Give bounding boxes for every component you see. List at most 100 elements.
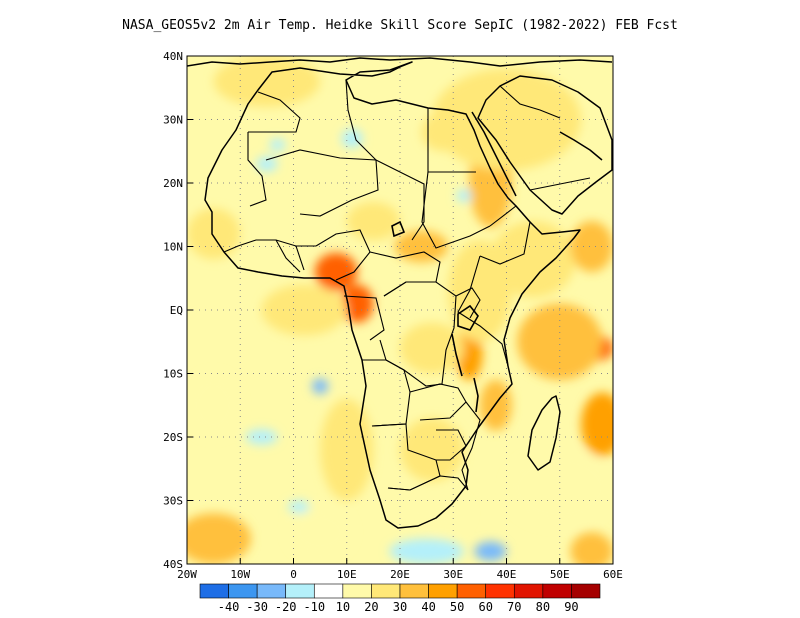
- lon-tick-label: 0: [290, 568, 297, 581]
- lon-tick-label: 20E: [390, 568, 410, 581]
- skill-patch-12: [187, 208, 241, 260]
- skill-patch-29: [312, 378, 329, 394]
- lon-tick-label: 40E: [497, 568, 517, 581]
- border-middle-east: [499, 85, 561, 119]
- colorbar-label: 10: [336, 600, 350, 614]
- border-congo: [343, 295, 385, 341]
- border-morocco-algeria: [248, 91, 301, 133]
- colorbar-swatch-10: [485, 583, 515, 599]
- colorbar-label: 20: [364, 600, 378, 614]
- lat-tick-label: 30N: [163, 114, 183, 127]
- map-title: NASA_GEOS5v2 2m Air Temp. Heidke Skill S…: [122, 18, 678, 33]
- border-mozambique: [461, 401, 481, 491]
- colorbar-swatch-3: [285, 583, 315, 599]
- colorbar-label: -30: [246, 600, 268, 614]
- skill-patch-23: [506, 449, 613, 526]
- lon-tick-label: 30E: [443, 568, 463, 581]
- colorbar-swatch-2: [256, 583, 287, 599]
- border-burkina-ghana: [275, 239, 305, 273]
- colorbar-label: -10: [303, 600, 325, 614]
- skill-patch-1: [341, 284, 374, 323]
- border-niger-chad: [375, 159, 425, 241]
- skill-patch-4: [517, 303, 603, 380]
- lake-chad: [391, 220, 406, 238]
- country-borders: [223, 79, 591, 491]
- lat-tick-label: 10S: [163, 368, 183, 381]
- coastlines: [187, 57, 613, 529]
- lakes: [391, 220, 479, 413]
- skill-patch-15: [400, 322, 464, 374]
- lat-lon-grid: [187, 56, 613, 564]
- border-kenya-tanzania: [457, 255, 509, 367]
- skill-patch-31: [288, 500, 310, 514]
- skill-patch-14: [400, 417, 464, 482]
- colorbar-swatch-13: [571, 583, 601, 599]
- border-zambia: [409, 383, 467, 421]
- red-sea: [471, 111, 517, 197]
- lon-tick-label: 50E: [550, 568, 570, 581]
- skill-patch-5: [581, 392, 613, 457]
- lat-tick-label: 40S: [163, 558, 183, 571]
- lake-victoria: [457, 304, 479, 331]
- border-ethiopia: [479, 205, 531, 265]
- skill-patch-22: [346, 202, 400, 241]
- skill-patch-24: [187, 373, 241, 437]
- lat-tick-label: 20N: [163, 177, 183, 190]
- lon-tick-label: 10W: [230, 568, 250, 581]
- skill-patch-16: [479, 379, 512, 431]
- colorbar-swatch-4: [313, 583, 344, 599]
- arabia-coastline: [477, 75, 613, 215]
- persian-gulf: [559, 131, 603, 161]
- border-west-africa: [223, 239, 316, 253]
- skill-patch-34: [269, 138, 286, 152]
- skill-patch-11: [261, 284, 347, 336]
- lat-tick-label: 10N: [163, 241, 183, 254]
- madagascar-coastline: [527, 395, 561, 471]
- border-algeria-libya: [345, 79, 377, 161]
- colorbar: -40 -30 -20 -10 10 20 30 40 50 60 70 80 90: [199, 583, 601, 614]
- mediterranean-north-coast: [187, 57, 613, 67]
- border-south-africa: [387, 475, 469, 491]
- skill-patch-8: [490, 221, 576, 298]
- skill-patch-25: [288, 506, 353, 558]
- africa-coastline: [204, 61, 581, 529]
- border-uganda: [455, 287, 481, 319]
- colorbar-swatch-8: [428, 583, 458, 599]
- colorbar-swatch-9: [456, 583, 487, 599]
- skill-patch-18: [187, 513, 251, 564]
- colorbar-swatch-11: [513, 583, 544, 599]
- lat-tick-label: 30S: [163, 495, 183, 508]
- colorbar-label: 50: [450, 600, 464, 614]
- skill-patch-0: [314, 252, 358, 291]
- lon-tick-label: 20W: [177, 568, 197, 581]
- lake-malawi: [473, 377, 479, 413]
- lat-tick-label: 40N: [163, 50, 183, 63]
- colorbar-swatch-6: [371, 583, 401, 599]
- colorbar-swatch-5: [342, 583, 372, 599]
- colorbar-label: 70: [507, 600, 521, 614]
- border-mali: [265, 149, 379, 217]
- colorbar-label: -40: [218, 600, 240, 614]
- colorbar-swatch-7: [399, 583, 429, 599]
- colorbar-label: 80: [536, 600, 550, 614]
- skill-patch-9: [570, 221, 613, 272]
- colorbar-swatch-0: [199, 583, 229, 599]
- colorbar-label: 40: [421, 600, 435, 614]
- axis-ticks: 20W 10W 0 10E 20E 30E 40E 50E 60E 40N 30N 20N 10N EQ 1…: [163, 50, 623, 581]
- lat-tick-label: EQ: [170, 304, 183, 317]
- colorbar-label: 90: [564, 600, 578, 614]
- border-saudi-yemen: [529, 177, 591, 191]
- border-sudan: [421, 171, 491, 249]
- skill-patch-32: [341, 129, 363, 149]
- colorbar-swatch-12: [542, 583, 572, 599]
- border-zimbabwe: [436, 429, 467, 461]
- lake-tanganyika: [451, 333, 463, 377]
- colorbar-label: 60: [478, 600, 492, 614]
- lat-tick-label: 20S: [163, 431, 183, 444]
- border-nigeria-cameroon: [315, 229, 371, 281]
- skill-patch-35: [455, 189, 472, 203]
- lon-tick-label: 60E: [603, 568, 623, 581]
- skill-patch-17: [570, 532, 613, 564]
- border-mauritania: [247, 132, 267, 207]
- skill-patch-30: [245, 429, 278, 445]
